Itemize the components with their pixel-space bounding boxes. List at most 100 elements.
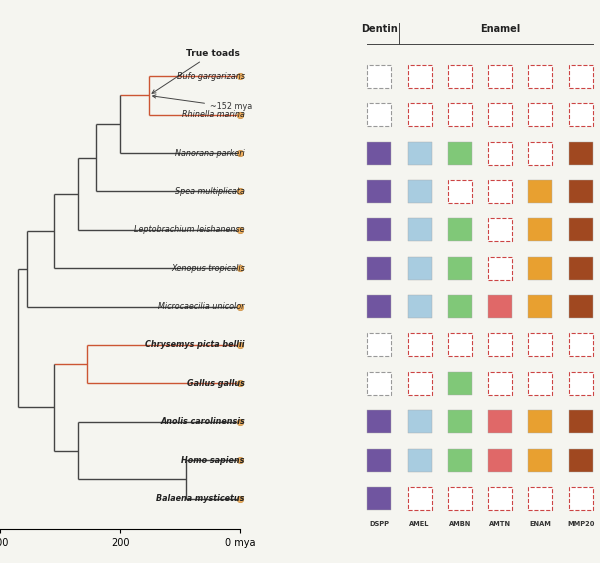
FancyBboxPatch shape	[407, 333, 431, 356]
Text: Chrysemys picta bellii: Chrysemys picta bellii	[145, 341, 245, 350]
FancyBboxPatch shape	[569, 372, 593, 395]
Point	[235, 149, 245, 158]
FancyBboxPatch shape	[529, 141, 553, 164]
Text: Anolis carolinensis: Anolis carolinensis	[160, 417, 245, 426]
FancyBboxPatch shape	[367, 333, 391, 356]
FancyBboxPatch shape	[448, 449, 472, 472]
FancyBboxPatch shape	[488, 180, 512, 203]
FancyBboxPatch shape	[407, 410, 431, 434]
FancyBboxPatch shape	[529, 449, 553, 472]
FancyBboxPatch shape	[529, 180, 553, 203]
Text: Microcaecilia unicolor: Microcaecilia unicolor	[158, 302, 245, 311]
FancyBboxPatch shape	[367, 372, 391, 395]
FancyBboxPatch shape	[407, 141, 431, 164]
FancyBboxPatch shape	[367, 218, 391, 242]
Point	[235, 263, 245, 272]
Point	[235, 455, 245, 464]
Point	[235, 494, 245, 503]
FancyBboxPatch shape	[569, 257, 593, 280]
FancyBboxPatch shape	[448, 257, 472, 280]
FancyBboxPatch shape	[529, 218, 553, 242]
FancyBboxPatch shape	[569, 295, 593, 318]
FancyBboxPatch shape	[488, 333, 512, 356]
FancyBboxPatch shape	[448, 487, 472, 510]
FancyBboxPatch shape	[448, 295, 472, 318]
FancyBboxPatch shape	[488, 141, 512, 164]
FancyBboxPatch shape	[569, 103, 593, 126]
Text: Dentin: Dentin	[361, 24, 398, 34]
FancyBboxPatch shape	[569, 218, 593, 242]
FancyBboxPatch shape	[488, 65, 512, 88]
Text: Gallus gallus: Gallus gallus	[187, 379, 245, 388]
Point	[235, 379, 245, 388]
FancyBboxPatch shape	[488, 295, 512, 318]
FancyBboxPatch shape	[488, 410, 512, 434]
FancyBboxPatch shape	[448, 410, 472, 434]
FancyBboxPatch shape	[569, 333, 593, 356]
Text: Enamel: Enamel	[480, 24, 520, 34]
Text: True toads: True toads	[152, 49, 240, 93]
FancyBboxPatch shape	[529, 410, 553, 434]
FancyBboxPatch shape	[569, 141, 593, 164]
FancyBboxPatch shape	[367, 103, 391, 126]
FancyBboxPatch shape	[407, 180, 431, 203]
FancyBboxPatch shape	[448, 372, 472, 395]
Point	[235, 110, 245, 119]
FancyBboxPatch shape	[529, 295, 553, 318]
Text: ENAM: ENAM	[530, 521, 551, 528]
FancyBboxPatch shape	[448, 180, 472, 203]
FancyBboxPatch shape	[407, 65, 431, 88]
FancyBboxPatch shape	[367, 449, 391, 472]
FancyBboxPatch shape	[488, 257, 512, 280]
FancyBboxPatch shape	[569, 410, 593, 434]
Point	[235, 341, 245, 350]
Text: Balaena mysticetus: Balaena mysticetus	[157, 494, 245, 503]
Text: AMEL: AMEL	[409, 521, 430, 528]
FancyBboxPatch shape	[407, 257, 431, 280]
FancyBboxPatch shape	[488, 218, 512, 242]
FancyBboxPatch shape	[529, 372, 553, 395]
Point	[235, 302, 245, 311]
FancyBboxPatch shape	[407, 449, 431, 472]
FancyBboxPatch shape	[529, 257, 553, 280]
Text: DSPP: DSPP	[369, 521, 389, 528]
FancyBboxPatch shape	[529, 65, 553, 88]
FancyBboxPatch shape	[448, 65, 472, 88]
FancyBboxPatch shape	[367, 180, 391, 203]
FancyBboxPatch shape	[367, 141, 391, 164]
FancyBboxPatch shape	[407, 218, 431, 242]
FancyBboxPatch shape	[488, 372, 512, 395]
Point	[235, 417, 245, 426]
FancyBboxPatch shape	[569, 65, 593, 88]
Text: Homo sapiens: Homo sapiens	[181, 455, 245, 464]
Text: Bufo gargarizans: Bufo gargarizans	[177, 72, 245, 81]
FancyBboxPatch shape	[448, 141, 472, 164]
FancyBboxPatch shape	[407, 487, 431, 510]
FancyBboxPatch shape	[367, 487, 391, 510]
Point	[235, 72, 245, 81]
Text: MMP20: MMP20	[567, 521, 595, 528]
Text: Nanorana parkeri: Nanorana parkeri	[175, 149, 245, 158]
Point	[235, 225, 245, 234]
Text: Xenopus tropicalis: Xenopus tropicalis	[171, 263, 245, 272]
Text: AMTN: AMTN	[489, 521, 511, 528]
FancyBboxPatch shape	[448, 333, 472, 356]
FancyBboxPatch shape	[367, 65, 391, 88]
FancyBboxPatch shape	[488, 449, 512, 472]
Point	[235, 187, 245, 196]
Text: Rhinella marina: Rhinella marina	[182, 110, 245, 119]
FancyBboxPatch shape	[529, 333, 553, 356]
FancyBboxPatch shape	[367, 410, 391, 434]
FancyBboxPatch shape	[448, 218, 472, 242]
FancyBboxPatch shape	[569, 449, 593, 472]
FancyBboxPatch shape	[367, 295, 391, 318]
FancyBboxPatch shape	[569, 180, 593, 203]
FancyBboxPatch shape	[407, 103, 431, 126]
FancyBboxPatch shape	[529, 103, 553, 126]
FancyBboxPatch shape	[448, 103, 472, 126]
FancyBboxPatch shape	[367, 257, 391, 280]
Text: Leptobrachium leishanense: Leptobrachium leishanense	[134, 225, 245, 234]
Text: AMBN: AMBN	[449, 521, 471, 528]
FancyBboxPatch shape	[488, 487, 512, 510]
FancyBboxPatch shape	[488, 103, 512, 126]
